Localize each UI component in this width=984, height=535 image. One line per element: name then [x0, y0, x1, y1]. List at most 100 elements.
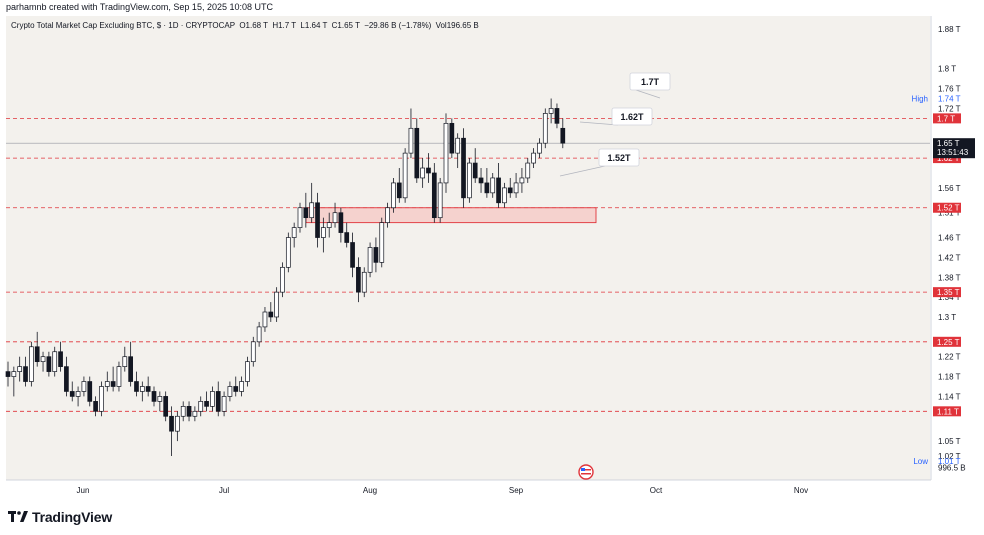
candle[interactable]	[338, 207, 344, 243]
candle[interactable]	[245, 356, 250, 387]
candle[interactable]	[69, 381, 75, 402]
candle[interactable]	[560, 118, 566, 149]
candle[interactable]	[484, 168, 490, 198]
candle[interactable]	[58, 341, 63, 372]
callout-box-0[interactable]	[629, 72, 671, 91]
candle[interactable]	[204, 391, 209, 412]
candle[interactable]	[326, 212, 332, 238]
candle[interactable]	[198, 396, 204, 417]
candle[interactable]	[554, 103, 560, 129]
candle[interactable]	[250, 336, 256, 367]
candle[interactable]	[402, 148, 408, 203]
candle[interactable]	[502, 182, 507, 208]
demand-zone-box[interactable]	[305, 207, 597, 224]
candle[interactable]	[431, 163, 437, 223]
candle[interactable]	[285, 232, 291, 273]
candle[interactable]	[443, 113, 449, 193]
candle[interactable]	[548, 98, 554, 124]
candle[interactable]	[87, 376, 93, 407]
candle[interactable]	[297, 202, 303, 233]
candle[interactable]	[513, 172, 519, 198]
candle[interactable]	[186, 401, 192, 422]
candle[interactable]	[227, 381, 233, 402]
candle[interactable]	[478, 168, 484, 193]
candle[interactable]	[519, 168, 525, 193]
candle[interactable]	[157, 391, 163, 412]
candle[interactable]	[455, 133, 461, 169]
candle[interactable]	[99, 381, 104, 417]
candle[interactable]	[233, 376, 239, 397]
candle[interactable]	[542, 108, 548, 149]
candle[interactable]	[75, 386, 81, 407]
candle[interactable]	[11, 366, 17, 397]
candle[interactable]	[34, 331, 40, 367]
candle[interactable]	[210, 386, 215, 412]
candle[interactable]	[163, 391, 169, 422]
callout-box-1[interactable]	[611, 107, 653, 126]
candle[interactable]	[175, 411, 180, 442]
candle[interactable]	[490, 172, 496, 198]
candle[interactable]	[449, 118, 455, 159]
candle[interactable]	[40, 351, 46, 372]
candle[interactable]	[373, 237, 379, 273]
candle[interactable]	[472, 148, 478, 183]
candle[interactable]	[303, 192, 309, 228]
candle[interactable]	[291, 222, 297, 248]
candle[interactable]	[134, 371, 139, 397]
candle[interactable]	[420, 158, 425, 188]
candle[interactable]	[537, 138, 542, 159]
symbol-title[interactable]: Crypto Total Market Cap Excluding BTC, $…	[11, 21, 236, 30]
economic-event-icon[interactable]	[578, 464, 594, 480]
candle[interactable]	[396, 168, 402, 203]
candle[interactable]	[5, 361, 11, 387]
candle[interactable]	[239, 376, 244, 397]
candle[interactable]	[139, 381, 145, 402]
candle[interactable]	[461, 128, 466, 208]
candle[interactable]	[309, 182, 315, 223]
candle[interactable]	[385, 202, 390, 228]
candle[interactable]	[467, 158, 472, 203]
candle[interactable]	[221, 391, 227, 417]
candle[interactable]	[23, 356, 28, 387]
candle[interactable]	[29, 341, 34, 387]
candle[interactable]	[17, 356, 23, 382]
candle[interactable]	[110, 366, 116, 392]
candle[interactable]	[262, 307, 268, 332]
callout-box-2[interactable]	[598, 148, 640, 167]
candle[interactable]	[379, 217, 385, 268]
candle[interactable]	[437, 177, 443, 223]
candle[interactable]	[52, 346, 58, 377]
candle[interactable]	[169, 406, 174, 456]
candle[interactable]	[525, 158, 531, 183]
candle[interactable]	[81, 376, 87, 397]
candle[interactable]	[192, 406, 198, 422]
candle[interactable]	[104, 371, 110, 392]
candle[interactable]	[145, 376, 151, 397]
candle[interactable]	[332, 202, 338, 228]
candle[interactable]	[361, 267, 367, 298]
candle[interactable]	[321, 217, 326, 253]
candle[interactable]	[256, 321, 262, 347]
candle[interactable]	[414, 118, 420, 183]
candle[interactable]	[122, 346, 128, 372]
candle[interactable]	[215, 381, 221, 417]
candle[interactable]	[426, 153, 431, 183]
candle[interactable]	[151, 386, 157, 407]
candle[interactable]	[315, 192, 320, 248]
candle[interactable]	[116, 361, 122, 392]
candle[interactable]	[46, 351, 52, 377]
candle[interactable]	[356, 257, 361, 303]
candle[interactable]	[274, 287, 279, 322]
candle[interactable]	[180, 401, 186, 422]
candle[interactable]	[350, 232, 355, 278]
candle[interactable]	[280, 262, 285, 298]
candle[interactable]	[367, 242, 373, 278]
candle[interactable]	[268, 302, 274, 322]
candle[interactable]	[128, 341, 133, 387]
candle[interactable]	[496, 163, 501, 208]
candle[interactable]	[408, 108, 414, 159]
candle[interactable]	[93, 396, 98, 417]
candle[interactable]	[507, 177, 513, 198]
tradingview-logo[interactable]: TradingView	[8, 509, 112, 525]
